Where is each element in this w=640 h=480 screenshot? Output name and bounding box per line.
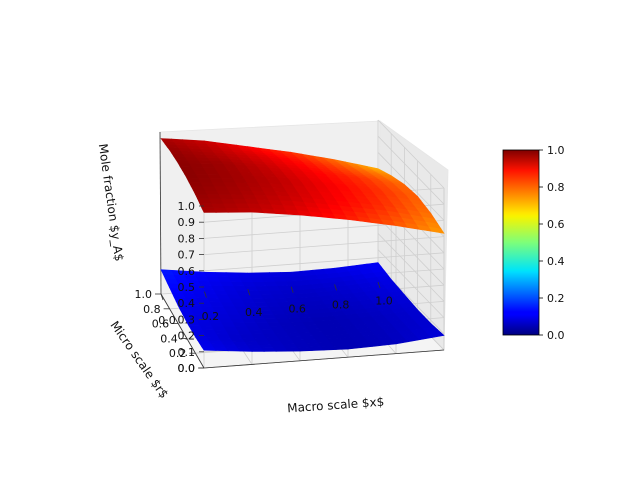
x-axis-ticks: 0.0 0.2 0.4 0.6 0.8 1.0 bbox=[158, 281, 393, 327]
z-tick-label: 0.4 bbox=[178, 297, 196, 310]
surface-low bbox=[160, 262, 445, 352]
y-tick-label: 0.6 bbox=[152, 318, 170, 331]
x-tick-mark bbox=[334, 284, 337, 291]
x-tick-mark bbox=[247, 289, 251, 296]
surface-high bbox=[160, 138, 445, 234]
x-axis-label: Macro scale $x$ bbox=[287, 395, 385, 416]
z-tick-label: 0.5 bbox=[178, 281, 196, 294]
z-tick-label: 0.7 bbox=[178, 249, 196, 262]
z-tick-label: 0.1 bbox=[178, 346, 196, 359]
z-axis-ticks: 0.0 0.1 0.2 0.3 0.4 0.5 0.6 0.7 0.8 0.9 1.0 bbox=[178, 200, 204, 375]
colorbar-tick-label: 0.0 bbox=[547, 329, 565, 342]
x-tick-label: 0.0 bbox=[158, 314, 176, 327]
grid-line-z-side bbox=[377, 249, 445, 318]
x-tick-label: 0.2 bbox=[202, 310, 220, 323]
z-tick-label: 1.0 bbox=[178, 200, 196, 213]
z-tick-label: 0.3 bbox=[178, 313, 196, 326]
grid-line-z-back bbox=[203, 252, 445, 272]
z-axis-label: Mole fraction $y_A$ bbox=[96, 143, 126, 263]
surface-patch bbox=[366, 262, 382, 269]
y-tick-label: 0.2 bbox=[169, 347, 187, 360]
colorbar-tick-label: 0.2 bbox=[547, 292, 565, 305]
grid-line-z-side bbox=[377, 119, 445, 189]
z-tick-label: 0.6 bbox=[178, 265, 196, 278]
z-tick-label: 0.8 bbox=[178, 232, 196, 245]
grid-line-z-side bbox=[377, 152, 445, 221]
colorbar-tick-label: 0.4 bbox=[547, 255, 565, 268]
x-tick-mark bbox=[377, 281, 381, 289]
y-tick-label: 0.0 bbox=[178, 362, 196, 375]
y-tick-label: 0.8 bbox=[143, 303, 161, 316]
y-axis-ticks: 0.00.20.40.60.81.0 bbox=[135, 288, 204, 375]
z-tick-label: 0.9 bbox=[178, 216, 196, 229]
x-tick-mark bbox=[290, 286, 294, 293]
grid-line-z-back bbox=[203, 236, 445, 255]
grid-line-z-side bbox=[377, 216, 445, 286]
colorbar-gradient bbox=[502, 149, 540, 336]
x-tick-label: 0.4 bbox=[245, 306, 263, 319]
x-tick-mark bbox=[204, 291, 207, 298]
x-tick-mark bbox=[160, 293, 164, 301]
axis-lines bbox=[159, 131, 445, 369]
y-axis-label: Micro scale $r$ bbox=[107, 318, 171, 401]
y-tick-label: 0.4 bbox=[160, 332, 178, 345]
x-tick-label: 0.8 bbox=[332, 298, 350, 311]
z-tick-label: 0.2 bbox=[178, 330, 196, 343]
x-tick-label: 1.0 bbox=[375, 295, 393, 308]
colorbar-tick-label: 1.0 bbox=[547, 144, 565, 157]
colorbar-ticks: 0.0 0.2 0.4 0.6 0.8 1.0 bbox=[539, 144, 565, 342]
x-tick-label: 0.6 bbox=[288, 302, 306, 315]
colorbar: 0.0 0.2 0.4 0.6 0.8 1.0 bbox=[502, 144, 565, 342]
grid-line-z-side bbox=[377, 135, 445, 205]
colorbar-tick-label: 0.6 bbox=[547, 218, 565, 231]
y-tick-label: 1.0 bbox=[135, 288, 153, 301]
colorbar-tick-label: 0.8 bbox=[547, 181, 565, 194]
grid-line-z-side bbox=[377, 233, 445, 302]
z-tick-label: 0.0 bbox=[178, 362, 196, 375]
surface-patch bbox=[366, 166, 382, 171]
